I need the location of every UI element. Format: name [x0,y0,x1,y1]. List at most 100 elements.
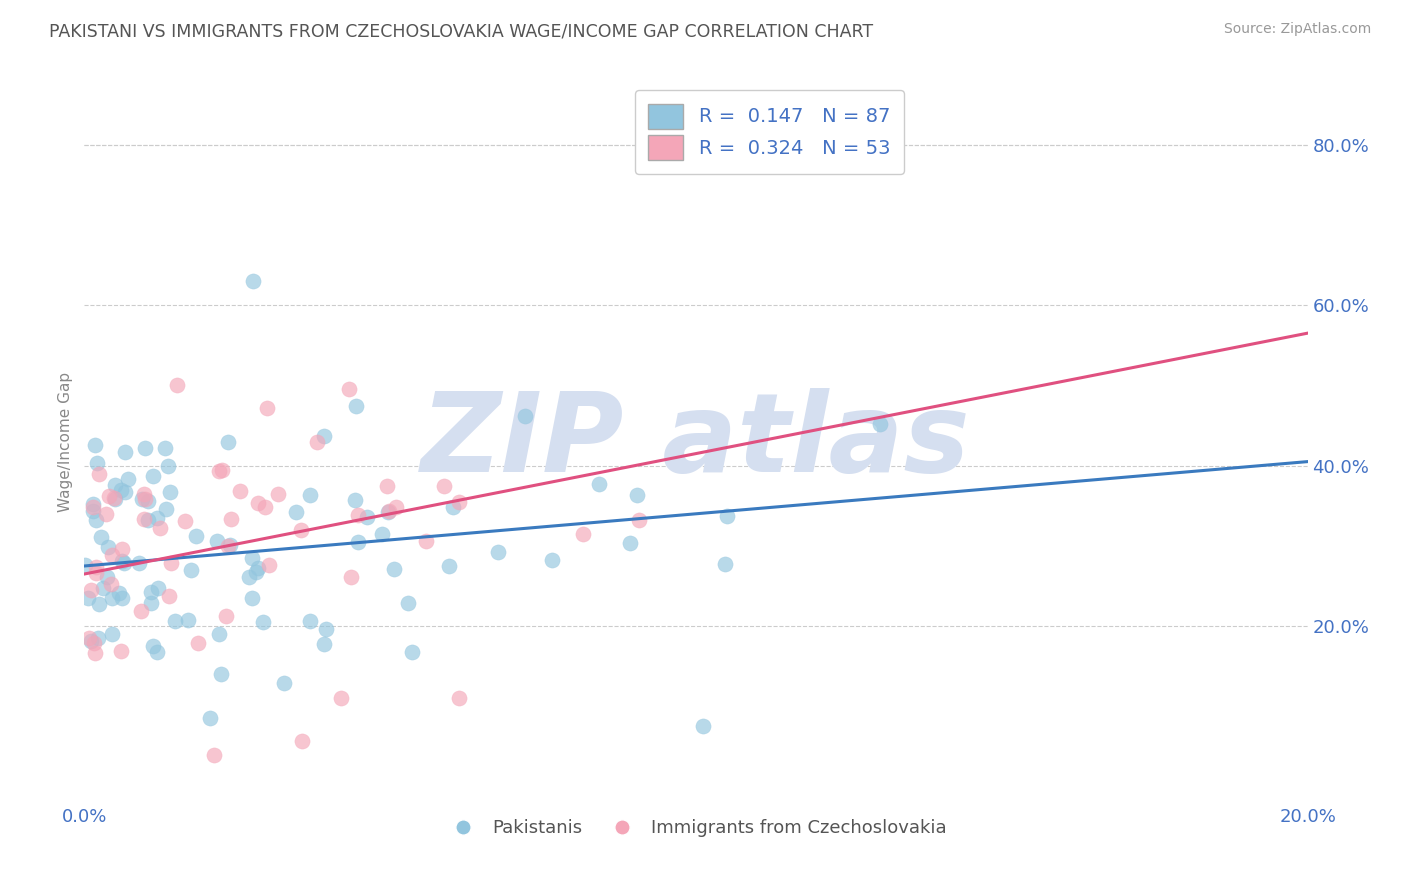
Point [315,622,337,636]
Point [184,529,207,543]
Point [588,476,610,491]
Point [619,536,641,550]
Point [208,464,231,478]
Point [75,558,97,573]
Point [385,500,408,514]
Point [101,627,124,641]
Point [86,566,108,581]
Point [82,504,104,518]
Point [166,378,188,392]
Point [79,631,101,645]
Point [377,505,399,519]
Point [174,514,197,528]
Point [716,508,738,523]
Point [146,582,169,596]
Point [513,409,536,423]
Point [80,634,103,648]
Point [84,438,107,452]
Point [433,479,456,493]
Point [330,690,353,705]
Point [240,550,263,565]
Point [104,478,127,492]
Point [155,502,177,516]
Point [163,614,186,628]
Y-axis label: Wage/Income Gap: Wage/Income Gap [58,371,73,512]
Point [94,507,117,521]
Point [84,646,107,660]
Point [103,491,125,505]
Point [110,643,132,657]
Point [415,533,437,548]
Point [177,614,200,628]
Point [86,559,108,574]
Point [98,489,121,503]
Point [346,508,368,522]
Point [157,458,180,473]
Point [110,483,132,498]
Point [378,504,401,518]
Point [312,637,335,651]
Point [117,471,139,485]
Point [159,484,181,499]
Point [240,591,263,605]
Point [245,565,267,579]
Point [82,497,104,511]
Point [247,561,270,575]
Point [627,513,650,527]
Point [337,382,360,396]
Point [87,467,110,481]
Point [299,614,322,628]
Point [131,491,153,506]
Point [107,585,129,599]
Point [142,639,165,653]
Point [111,591,134,605]
Point [252,615,274,629]
Point [112,556,135,570]
Point [307,435,329,450]
Point [131,604,153,618]
Point [90,530,112,544]
Point [111,541,134,556]
Point [139,596,162,610]
Point [356,509,378,524]
Point [134,441,156,455]
Point [205,533,228,548]
Point [229,484,252,499]
Point [145,510,167,524]
Point [714,558,737,572]
Point [114,485,136,500]
Point [439,559,461,574]
Text: Source: ZipAtlas.com: Source: ZipAtlas.com [1223,22,1371,37]
Point [396,596,419,610]
Point [242,274,264,288]
Point [155,441,177,455]
Point [401,645,423,659]
Point [214,609,236,624]
Point [186,636,208,650]
Legend: Pakistanis, Immigrants from Czechoslovakia: Pakistanis, Immigrants from Czechoslovak… [439,812,953,845]
Point [142,469,165,483]
Point [375,479,398,493]
Point [257,558,280,572]
Point [217,539,239,553]
Point [87,631,110,645]
Point [626,488,648,502]
Point [572,527,595,541]
Point [136,513,159,527]
Point [449,691,471,706]
Point [384,562,406,576]
Point [80,582,103,597]
Point [86,513,108,527]
Point [219,512,242,526]
Point [267,487,290,501]
Point [180,563,202,577]
Point [87,598,110,612]
Point [541,553,564,567]
Point [256,401,278,415]
Point [159,556,181,570]
Point [217,434,239,449]
Point [149,521,172,535]
Point [83,635,105,649]
Point [447,494,470,508]
Point [218,538,240,552]
